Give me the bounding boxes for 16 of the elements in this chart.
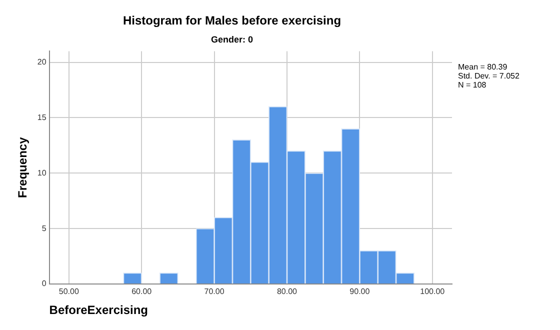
y-tick-label: 0	[42, 279, 47, 288]
text: Mean = 80.39 Std. Dev. = 7.052 N = 108	[458, 62, 520, 90]
x-tick-label: 80.00	[276, 287, 298, 296]
chart-title: Histogram for Males before exercising	[122, 14, 342, 28]
x-tick-label: 100.00	[420, 287, 446, 296]
chart-subtitle: Gender: 0	[210, 34, 254, 44]
x-tick-label: 50.00	[58, 287, 80, 296]
x-tick-label: 90.00	[350, 287, 370, 296]
x-axis-title: BeforeExercising	[49, 303, 148, 318]
y-axis-title: Frequency	[16, 136, 30, 198]
y-tick-label: 10	[37, 168, 47, 178]
x-tick-label: 60.00	[132, 287, 152, 296]
y-tick-label: 20	[37, 57, 47, 66]
y-tick-label: 15	[37, 112, 47, 122]
y-tick-label: 5	[42, 224, 47, 233]
x-tick-label: 70.00	[204, 287, 225, 296]
